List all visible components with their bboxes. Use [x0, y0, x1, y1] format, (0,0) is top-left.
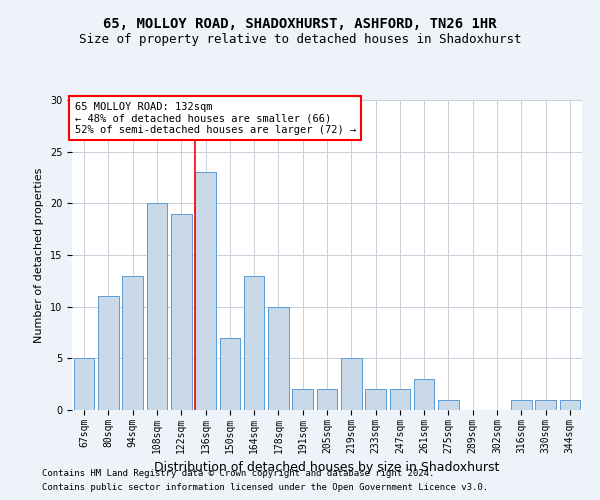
Bar: [268, 306, 289, 410]
Bar: [317, 390, 337, 410]
Bar: [122, 276, 143, 410]
Bar: [292, 390, 313, 410]
Text: 65 MOLLOY ROAD: 132sqm
← 48% of detached houses are smaller (66)
52% of semi-det: 65 MOLLOY ROAD: 132sqm ← 48% of detached…: [74, 102, 356, 134]
Bar: [195, 172, 216, 410]
Bar: [244, 276, 265, 410]
Bar: [365, 390, 386, 410]
X-axis label: Distribution of detached houses by size in Shadoxhurst: Distribution of detached houses by size …: [154, 461, 500, 474]
Bar: [341, 358, 362, 410]
Bar: [438, 400, 459, 410]
Bar: [74, 358, 94, 410]
Y-axis label: Number of detached properties: Number of detached properties: [34, 168, 44, 342]
Bar: [389, 390, 410, 410]
Bar: [535, 400, 556, 410]
Bar: [98, 296, 119, 410]
Text: Size of property relative to detached houses in Shadoxhurst: Size of property relative to detached ho…: [79, 32, 521, 46]
Bar: [171, 214, 191, 410]
Text: Contains public sector information licensed under the Open Government Licence v3: Contains public sector information licen…: [42, 484, 488, 492]
Text: 65, MOLLOY ROAD, SHADOXHURST, ASHFORD, TN26 1HR: 65, MOLLOY ROAD, SHADOXHURST, ASHFORD, T…: [103, 18, 497, 32]
Bar: [220, 338, 240, 410]
Bar: [560, 400, 580, 410]
Bar: [414, 379, 434, 410]
Text: Contains HM Land Registry data © Crown copyright and database right 2024.: Contains HM Land Registry data © Crown c…: [42, 468, 434, 477]
Bar: [146, 204, 167, 410]
Bar: [511, 400, 532, 410]
